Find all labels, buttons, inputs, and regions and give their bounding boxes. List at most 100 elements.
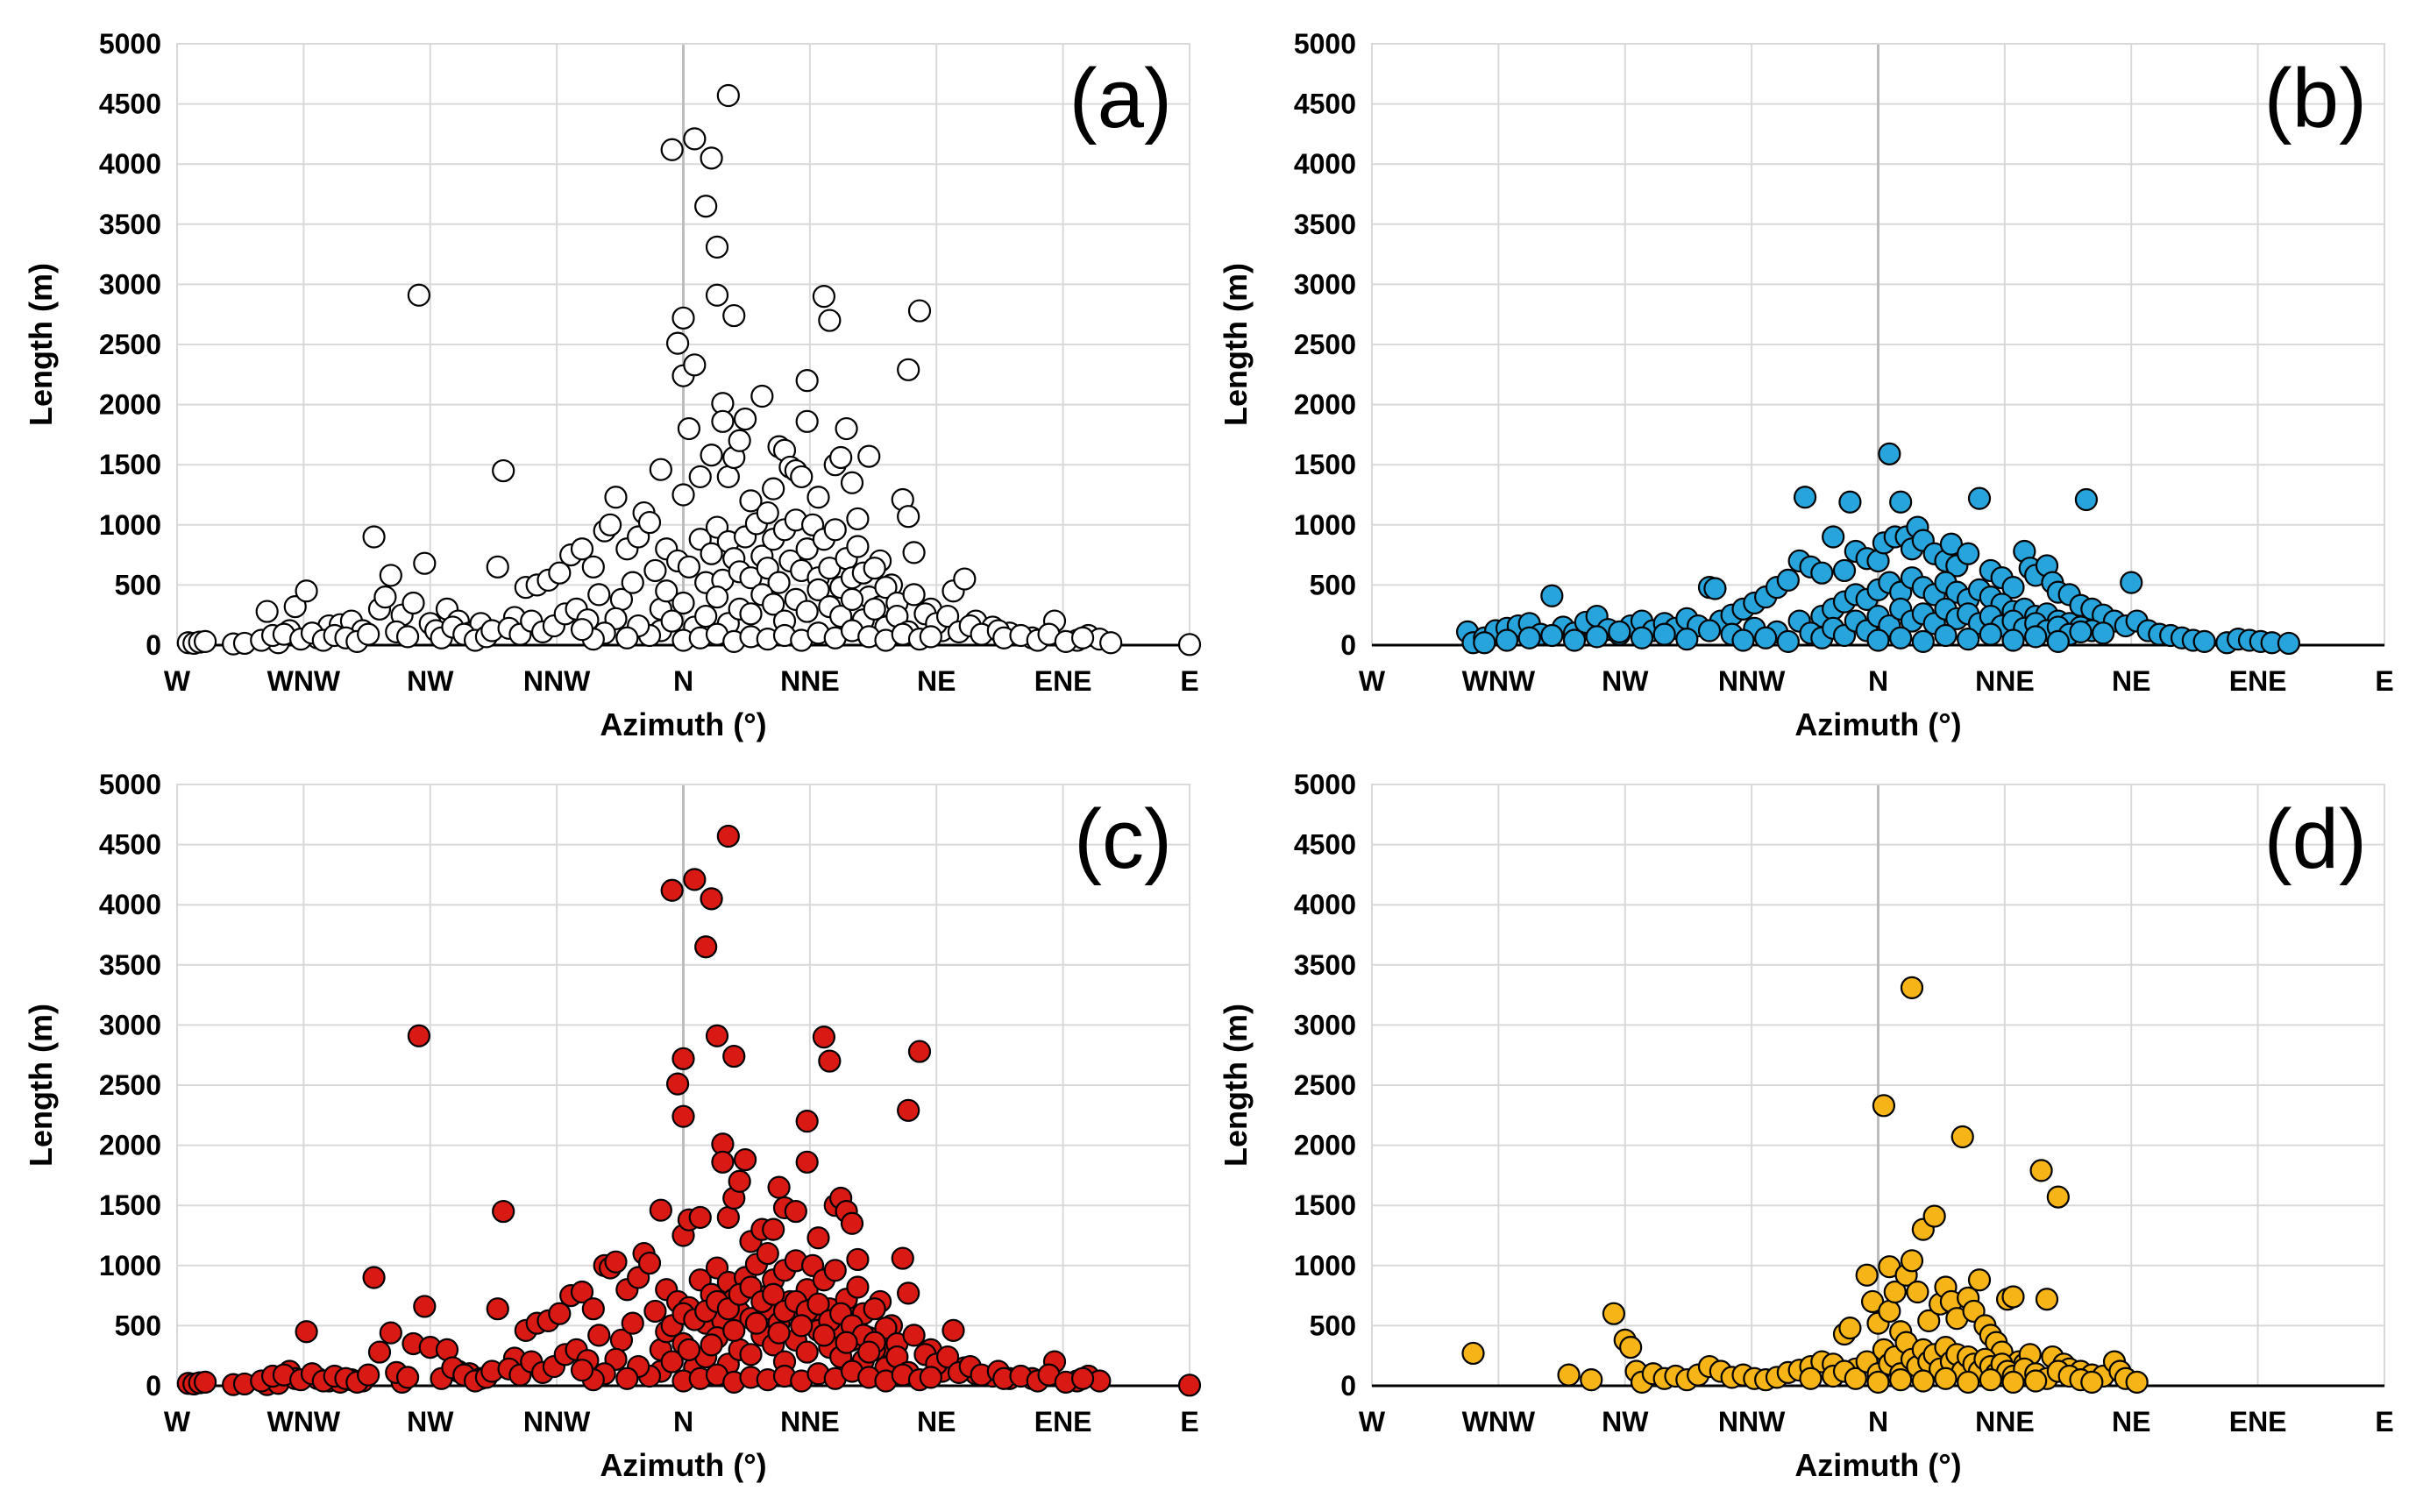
data-point xyxy=(700,542,723,565)
data-point xyxy=(902,541,926,564)
data-point xyxy=(1070,1366,1095,1390)
data-point xyxy=(413,551,437,575)
data-point xyxy=(790,1314,814,1338)
data-point xyxy=(1675,628,1699,651)
data-point xyxy=(694,604,718,628)
data-point xyxy=(902,1324,926,1347)
x-tick-label: NNE xyxy=(780,1406,840,1437)
data-point xyxy=(1562,628,1587,652)
data-point xyxy=(705,586,729,609)
data-point xyxy=(413,1295,437,1318)
data-point xyxy=(1939,532,1964,556)
data-point xyxy=(823,518,847,542)
data-point xyxy=(818,309,842,332)
x-axis-title: Azimuth (°) xyxy=(1794,706,1961,742)
x-tick-label: ENE xyxy=(2229,665,2287,697)
x-tick-label: W xyxy=(1359,665,1386,697)
data-point xyxy=(598,513,622,536)
data-point xyxy=(1911,629,1935,653)
data-point xyxy=(711,409,735,433)
data-point xyxy=(2035,1288,2059,1311)
data-point xyxy=(643,558,667,583)
data-point xyxy=(806,1226,830,1250)
y-tick-label: 0 xyxy=(1340,629,1356,661)
data-point xyxy=(694,195,718,218)
data-points xyxy=(176,83,1202,657)
y-tick-label: 0 xyxy=(146,1370,161,1402)
y-axis-title: Length (m) xyxy=(23,263,59,426)
data-point xyxy=(1070,626,1095,650)
data-point xyxy=(671,591,695,615)
data-point xyxy=(700,887,723,911)
data-point xyxy=(897,1281,920,1305)
data-point xyxy=(2092,621,2115,645)
data-point xyxy=(655,579,679,603)
data-point xyxy=(835,1331,858,1354)
data-point xyxy=(671,483,695,507)
x-tick-label: NE xyxy=(917,665,956,697)
x-tick-label: E xyxy=(1180,1406,1198,1437)
data-point xyxy=(711,1150,735,1174)
data-point xyxy=(548,561,572,585)
data-point xyxy=(587,583,611,607)
data-point xyxy=(1844,1366,1867,1390)
x-tick-label: N xyxy=(1868,1406,1888,1437)
data-point xyxy=(1889,490,1913,514)
data-point xyxy=(705,283,729,307)
data-point xyxy=(874,576,898,600)
data-point xyxy=(902,583,926,607)
y-tick-label: 4000 xyxy=(1294,148,1356,180)
data-point xyxy=(395,625,420,649)
y-tick-label: 2500 xyxy=(1294,1069,1356,1101)
data-point xyxy=(677,416,701,441)
data-point xyxy=(621,571,644,594)
data-point xyxy=(1731,628,1755,652)
data-point xyxy=(863,597,886,621)
data-point xyxy=(744,1311,769,1335)
data-point xyxy=(1967,1268,1992,1292)
data-points xyxy=(1455,442,2301,656)
data-point xyxy=(677,1338,701,1361)
y-tick-label: 500 xyxy=(1310,1310,1356,1341)
data-point xyxy=(806,578,830,601)
data-point xyxy=(295,579,318,603)
y-tick-label: 4500 xyxy=(99,89,161,120)
y-tick-label: 3000 xyxy=(99,1009,161,1040)
data-point xyxy=(795,600,819,623)
x-tick-label: NNE xyxy=(1975,1406,2035,1437)
data-point xyxy=(733,407,757,431)
data-point xyxy=(806,1292,830,1316)
data-point xyxy=(570,537,594,561)
y-tick-label: 1000 xyxy=(99,1250,161,1281)
x-tick-label: W xyxy=(164,1406,191,1437)
data-point xyxy=(1838,1317,1862,1340)
data-point xyxy=(283,594,307,619)
data-point xyxy=(897,358,920,381)
data-point xyxy=(2001,576,2025,600)
x-tick-label: N xyxy=(673,665,693,697)
x-tick-label: N xyxy=(1868,665,1888,697)
data-point xyxy=(700,146,723,170)
data-point xyxy=(935,1345,960,1369)
data-point xyxy=(1838,490,1862,514)
y-tick-label: 2500 xyxy=(99,329,161,360)
data-point xyxy=(795,1110,819,1133)
y-tick-label: 2000 xyxy=(1294,1130,1356,1161)
data-point xyxy=(2069,620,2093,644)
data-point xyxy=(649,458,672,481)
data-point xyxy=(570,618,594,642)
data-point xyxy=(379,1321,402,1345)
y-axis-title: Length (m) xyxy=(1218,263,1254,426)
y-tick-label: 2500 xyxy=(99,1069,161,1101)
data-point xyxy=(846,1247,870,1272)
data-point xyxy=(756,1241,779,1266)
data-point xyxy=(1911,1369,1935,1393)
data-point xyxy=(1754,626,1778,650)
data-point xyxy=(795,1150,819,1174)
data-point xyxy=(863,557,886,580)
data-point xyxy=(1461,1341,1485,1366)
y-tick-label: 3500 xyxy=(1294,209,1356,240)
y-tick-label: 1000 xyxy=(1294,1250,1356,1281)
y-tick-label: 3500 xyxy=(99,209,161,240)
